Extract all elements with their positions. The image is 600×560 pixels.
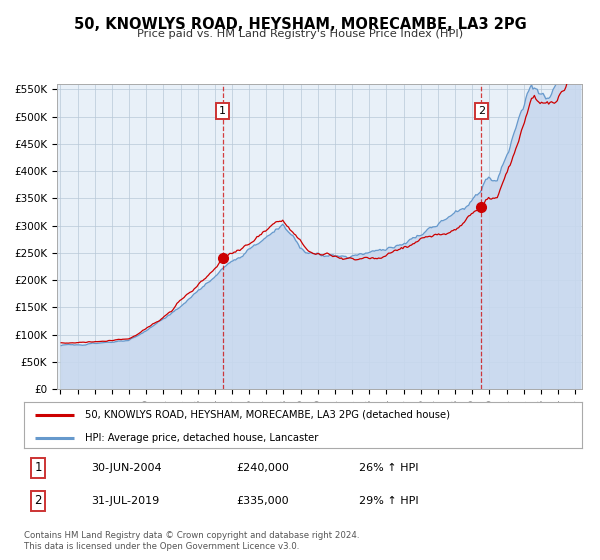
Text: 1: 1	[219, 106, 226, 116]
Text: 30-JUN-2004: 30-JUN-2004	[91, 463, 161, 473]
Text: This data is licensed under the Open Government Licence v3.0.: This data is licensed under the Open Gov…	[24, 542, 299, 550]
Text: 29% ↑ HPI: 29% ↑ HPI	[359, 496, 418, 506]
Text: 1: 1	[34, 461, 42, 474]
Text: HPI: Average price, detached house, Lancaster: HPI: Average price, detached house, Lanc…	[85, 433, 319, 443]
Text: 50, KNOWLYS ROAD, HEYSHAM, MORECAMBE, LA3 2PG (detached house): 50, KNOWLYS ROAD, HEYSHAM, MORECAMBE, LA…	[85, 410, 451, 420]
Text: 31-JUL-2019: 31-JUL-2019	[91, 496, 159, 506]
Text: £240,000: £240,000	[236, 463, 289, 473]
Text: 26% ↑ HPI: 26% ↑ HPI	[359, 463, 418, 473]
Text: 2: 2	[478, 106, 485, 116]
Text: 50, KNOWLYS ROAD, HEYSHAM, MORECAMBE, LA3 2PG: 50, KNOWLYS ROAD, HEYSHAM, MORECAMBE, LA…	[74, 17, 526, 32]
Text: £335,000: £335,000	[236, 496, 289, 506]
Text: Price paid vs. HM Land Registry's House Price Index (HPI): Price paid vs. HM Land Registry's House …	[137, 29, 463, 39]
Text: Contains HM Land Registry data © Crown copyright and database right 2024.: Contains HM Land Registry data © Crown c…	[24, 531, 359, 540]
Text: 2: 2	[34, 494, 42, 507]
